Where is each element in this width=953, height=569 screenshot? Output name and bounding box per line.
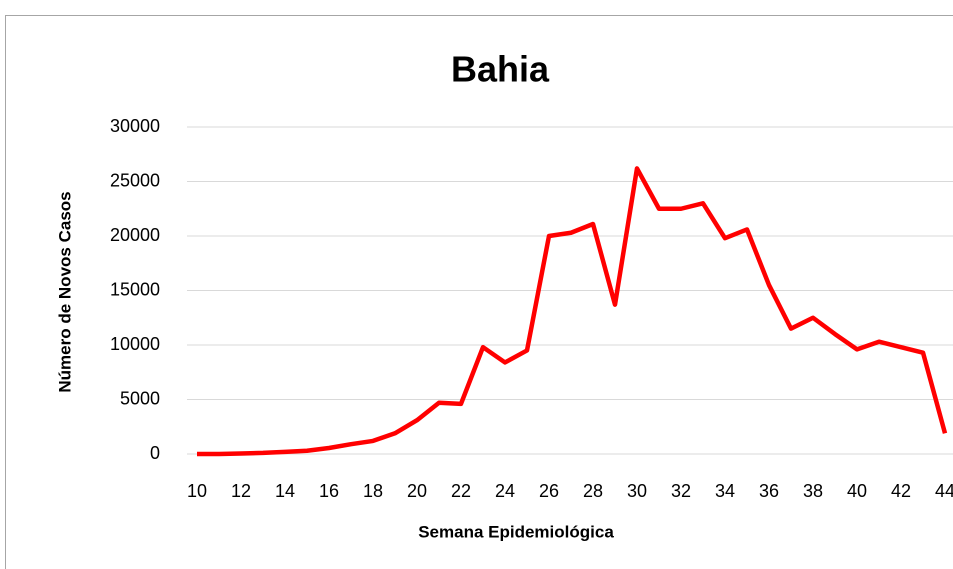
chart-title: Bahia bbox=[451, 49, 550, 90]
y-tick-label: 15000 bbox=[110, 279, 160, 299]
x-axis-label: Semana Epidemiológica bbox=[418, 522, 614, 541]
x-tick-label: 34 bbox=[715, 481, 735, 501]
x-tick-label: 22 bbox=[451, 481, 471, 501]
x-tick-label: 40 bbox=[847, 481, 867, 501]
y-tick-label: 25000 bbox=[110, 170, 160, 190]
y-tick-label: 5000 bbox=[120, 388, 160, 408]
x-tick-label: 26 bbox=[539, 481, 559, 501]
x-tick-label: 38 bbox=[803, 481, 823, 501]
x-tick-label: 44 bbox=[935, 481, 953, 501]
x-tick-label: 28 bbox=[583, 481, 603, 501]
x-tick-label: 14 bbox=[275, 481, 295, 501]
x-tick-label: 16 bbox=[319, 481, 339, 501]
y-tick-label: 30000 bbox=[110, 116, 160, 136]
y-tick-label: 0 bbox=[150, 443, 160, 463]
x-tick-label: 36 bbox=[759, 481, 779, 501]
x-tick-label: 30 bbox=[627, 481, 647, 501]
x-tick-label: 10 bbox=[187, 481, 207, 501]
chart-frame bbox=[5, 15, 953, 569]
y-tick-label: 10000 bbox=[110, 334, 160, 354]
y-axis-label: Número de Novos Casos bbox=[55, 191, 74, 392]
y-tick-label: 20000 bbox=[110, 225, 160, 245]
x-tick-label: 20 bbox=[407, 481, 427, 501]
x-tick-label: 18 bbox=[363, 481, 383, 501]
data-line bbox=[197, 166, 948, 457]
x-tick-label: 42 bbox=[891, 481, 911, 501]
x-tick-label: 24 bbox=[495, 481, 515, 501]
x-tick-label: 12 bbox=[231, 481, 251, 501]
x-tick-label: 32 bbox=[671, 481, 691, 501]
